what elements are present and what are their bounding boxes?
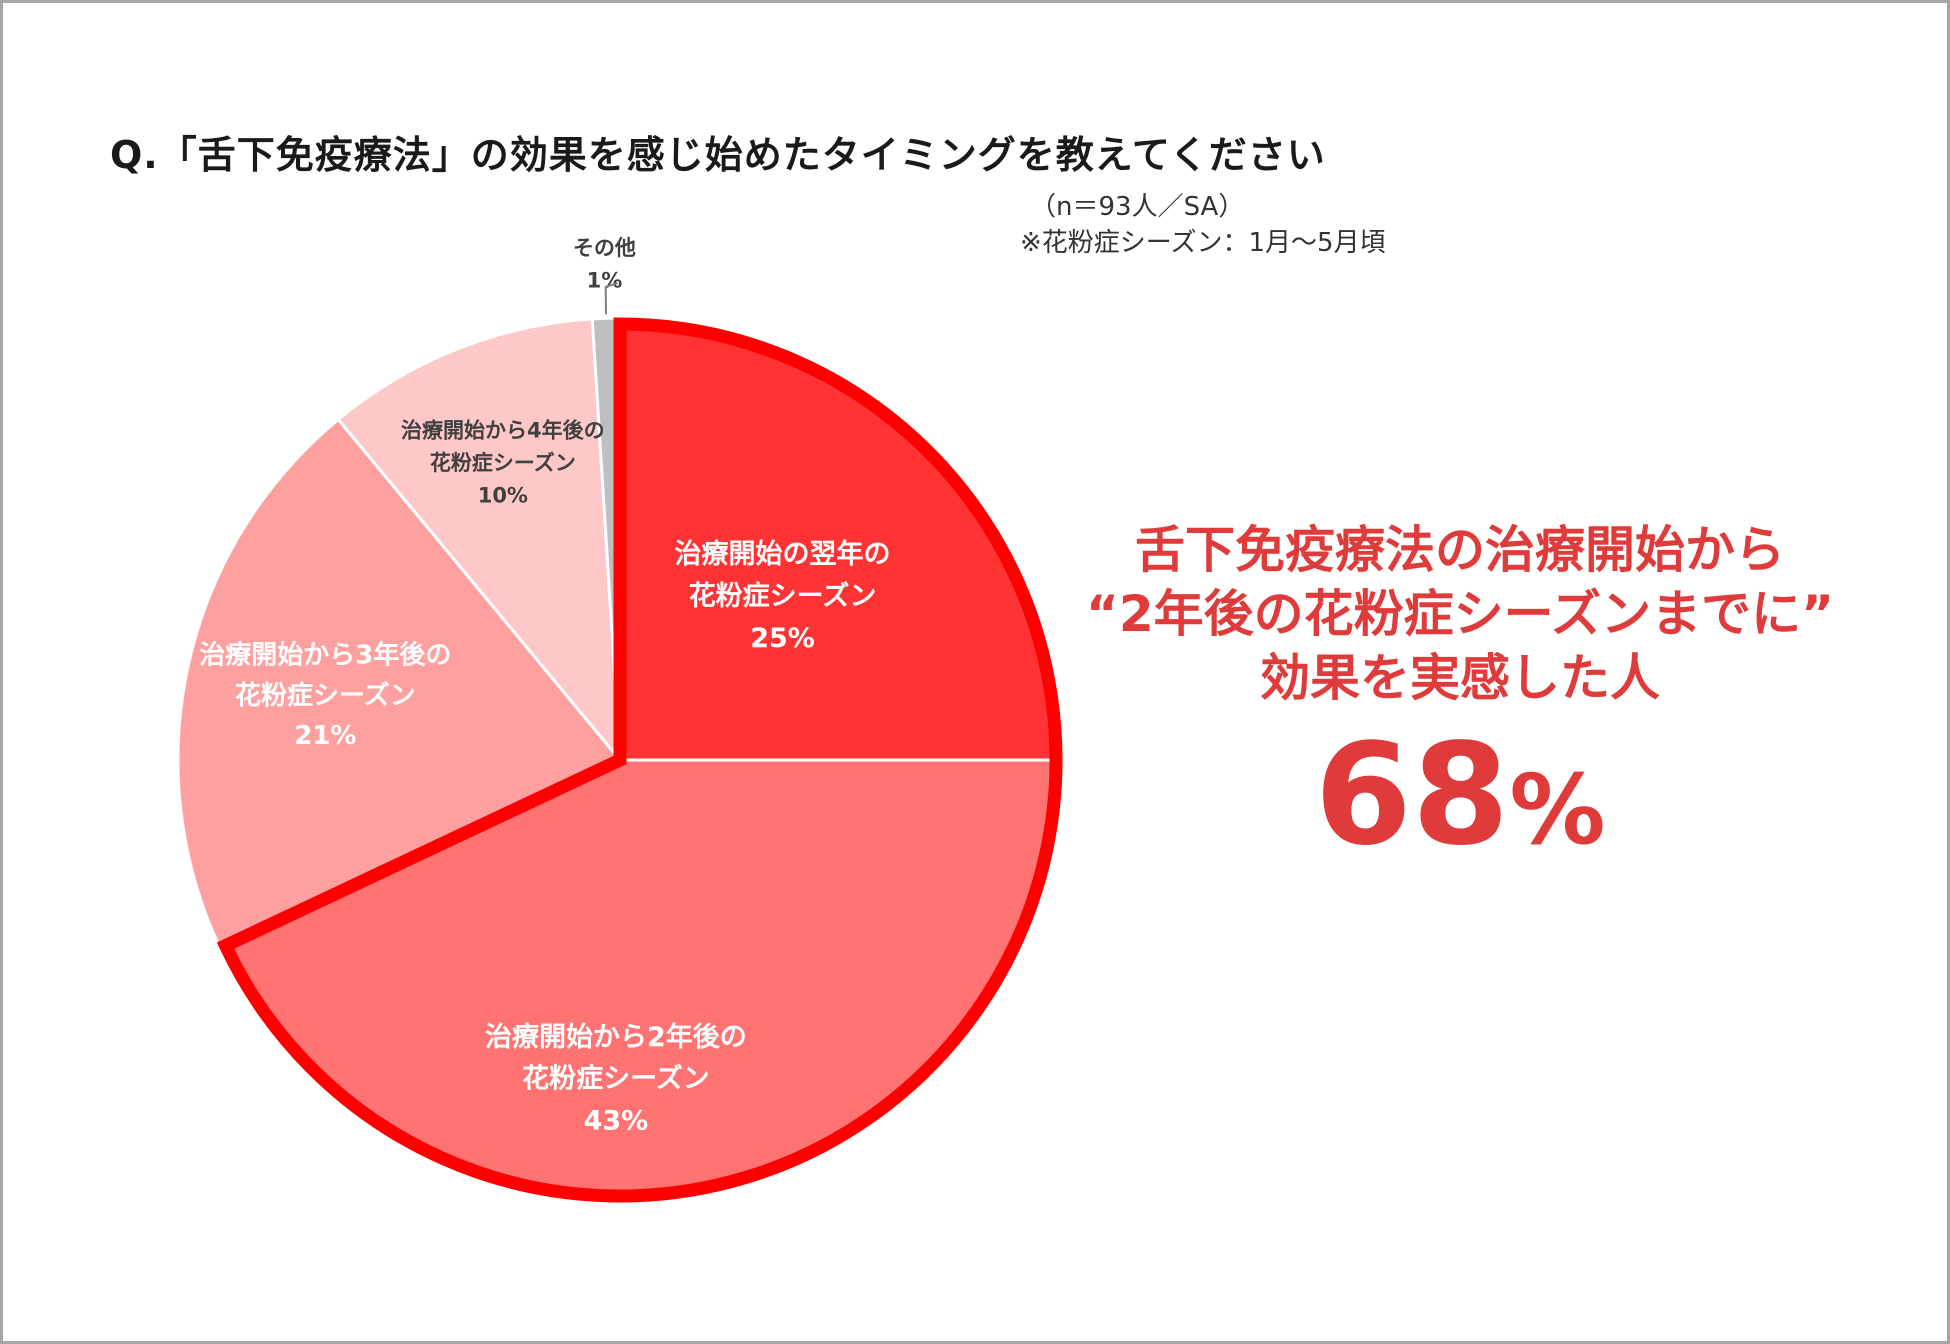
slice-2-line2-label: 花粉症シーズン [522, 1063, 710, 1095]
slice-1-value-label: 25% [750, 623, 815, 654]
chart-title: Q.「舌下免疫療法」の効果を感じ始めたタイミングを教えてください [110, 133, 1326, 177]
sample-note: （n＝93人／SA） [1030, 192, 1245, 222]
callout-line-2: “2年後の花粉症シーズンまでに” [1085, 585, 1834, 643]
slice-2-line1-label: 治療開始から2年後の [485, 1021, 747, 1053]
slice-4-value-label: 10% [478, 484, 528, 508]
callout-percentage: 68% [1040, 716, 1880, 890]
slice-1-line2-label: 花粉症シーズン [689, 580, 877, 612]
slice-4-line1-label: 治療開始から4年後の [401, 419, 605, 443]
callout-number: 68 [1314, 714, 1510, 877]
slice-3-line1-label: 治療開始から3年後の [199, 640, 451, 671]
highlight-outline [216, 317, 1063, 1203]
pie-slice-3 [176, 417, 623, 951]
highlight-callout: 舌下免疫療法の治療開始から “2年後の花粉症シーズンまでに” 効果を実感した人 … [1040, 518, 1880, 890]
slice-5-line1-label: その他 [573, 236, 636, 260]
slice-5-leader-line [604, 282, 619, 315]
callout-line-1: 舌下免疫療法の治療開始から [1135, 521, 1785, 579]
slice-5-value-label: 1% [587, 268, 623, 292]
callout-unit: % [1509, 754, 1606, 866]
callout-line-3: 効果を実感した人 [1260, 649, 1660, 707]
pie-slice-4 [336, 317, 622, 765]
slice-3-line2-label: 花粉症シーズン [235, 680, 416, 711]
slice-3-value-label: 21% [294, 721, 356, 751]
season-note: ※花粉症シーズン：1月〜5月頃 [1020, 228, 1386, 258]
slice-4-line2-label: 花粉症シーズン [430, 451, 576, 475]
slice-2-value-label: 43% [584, 1106, 649, 1137]
slice-1-line1-label: 治療開始の翌年の [675, 538, 891, 570]
